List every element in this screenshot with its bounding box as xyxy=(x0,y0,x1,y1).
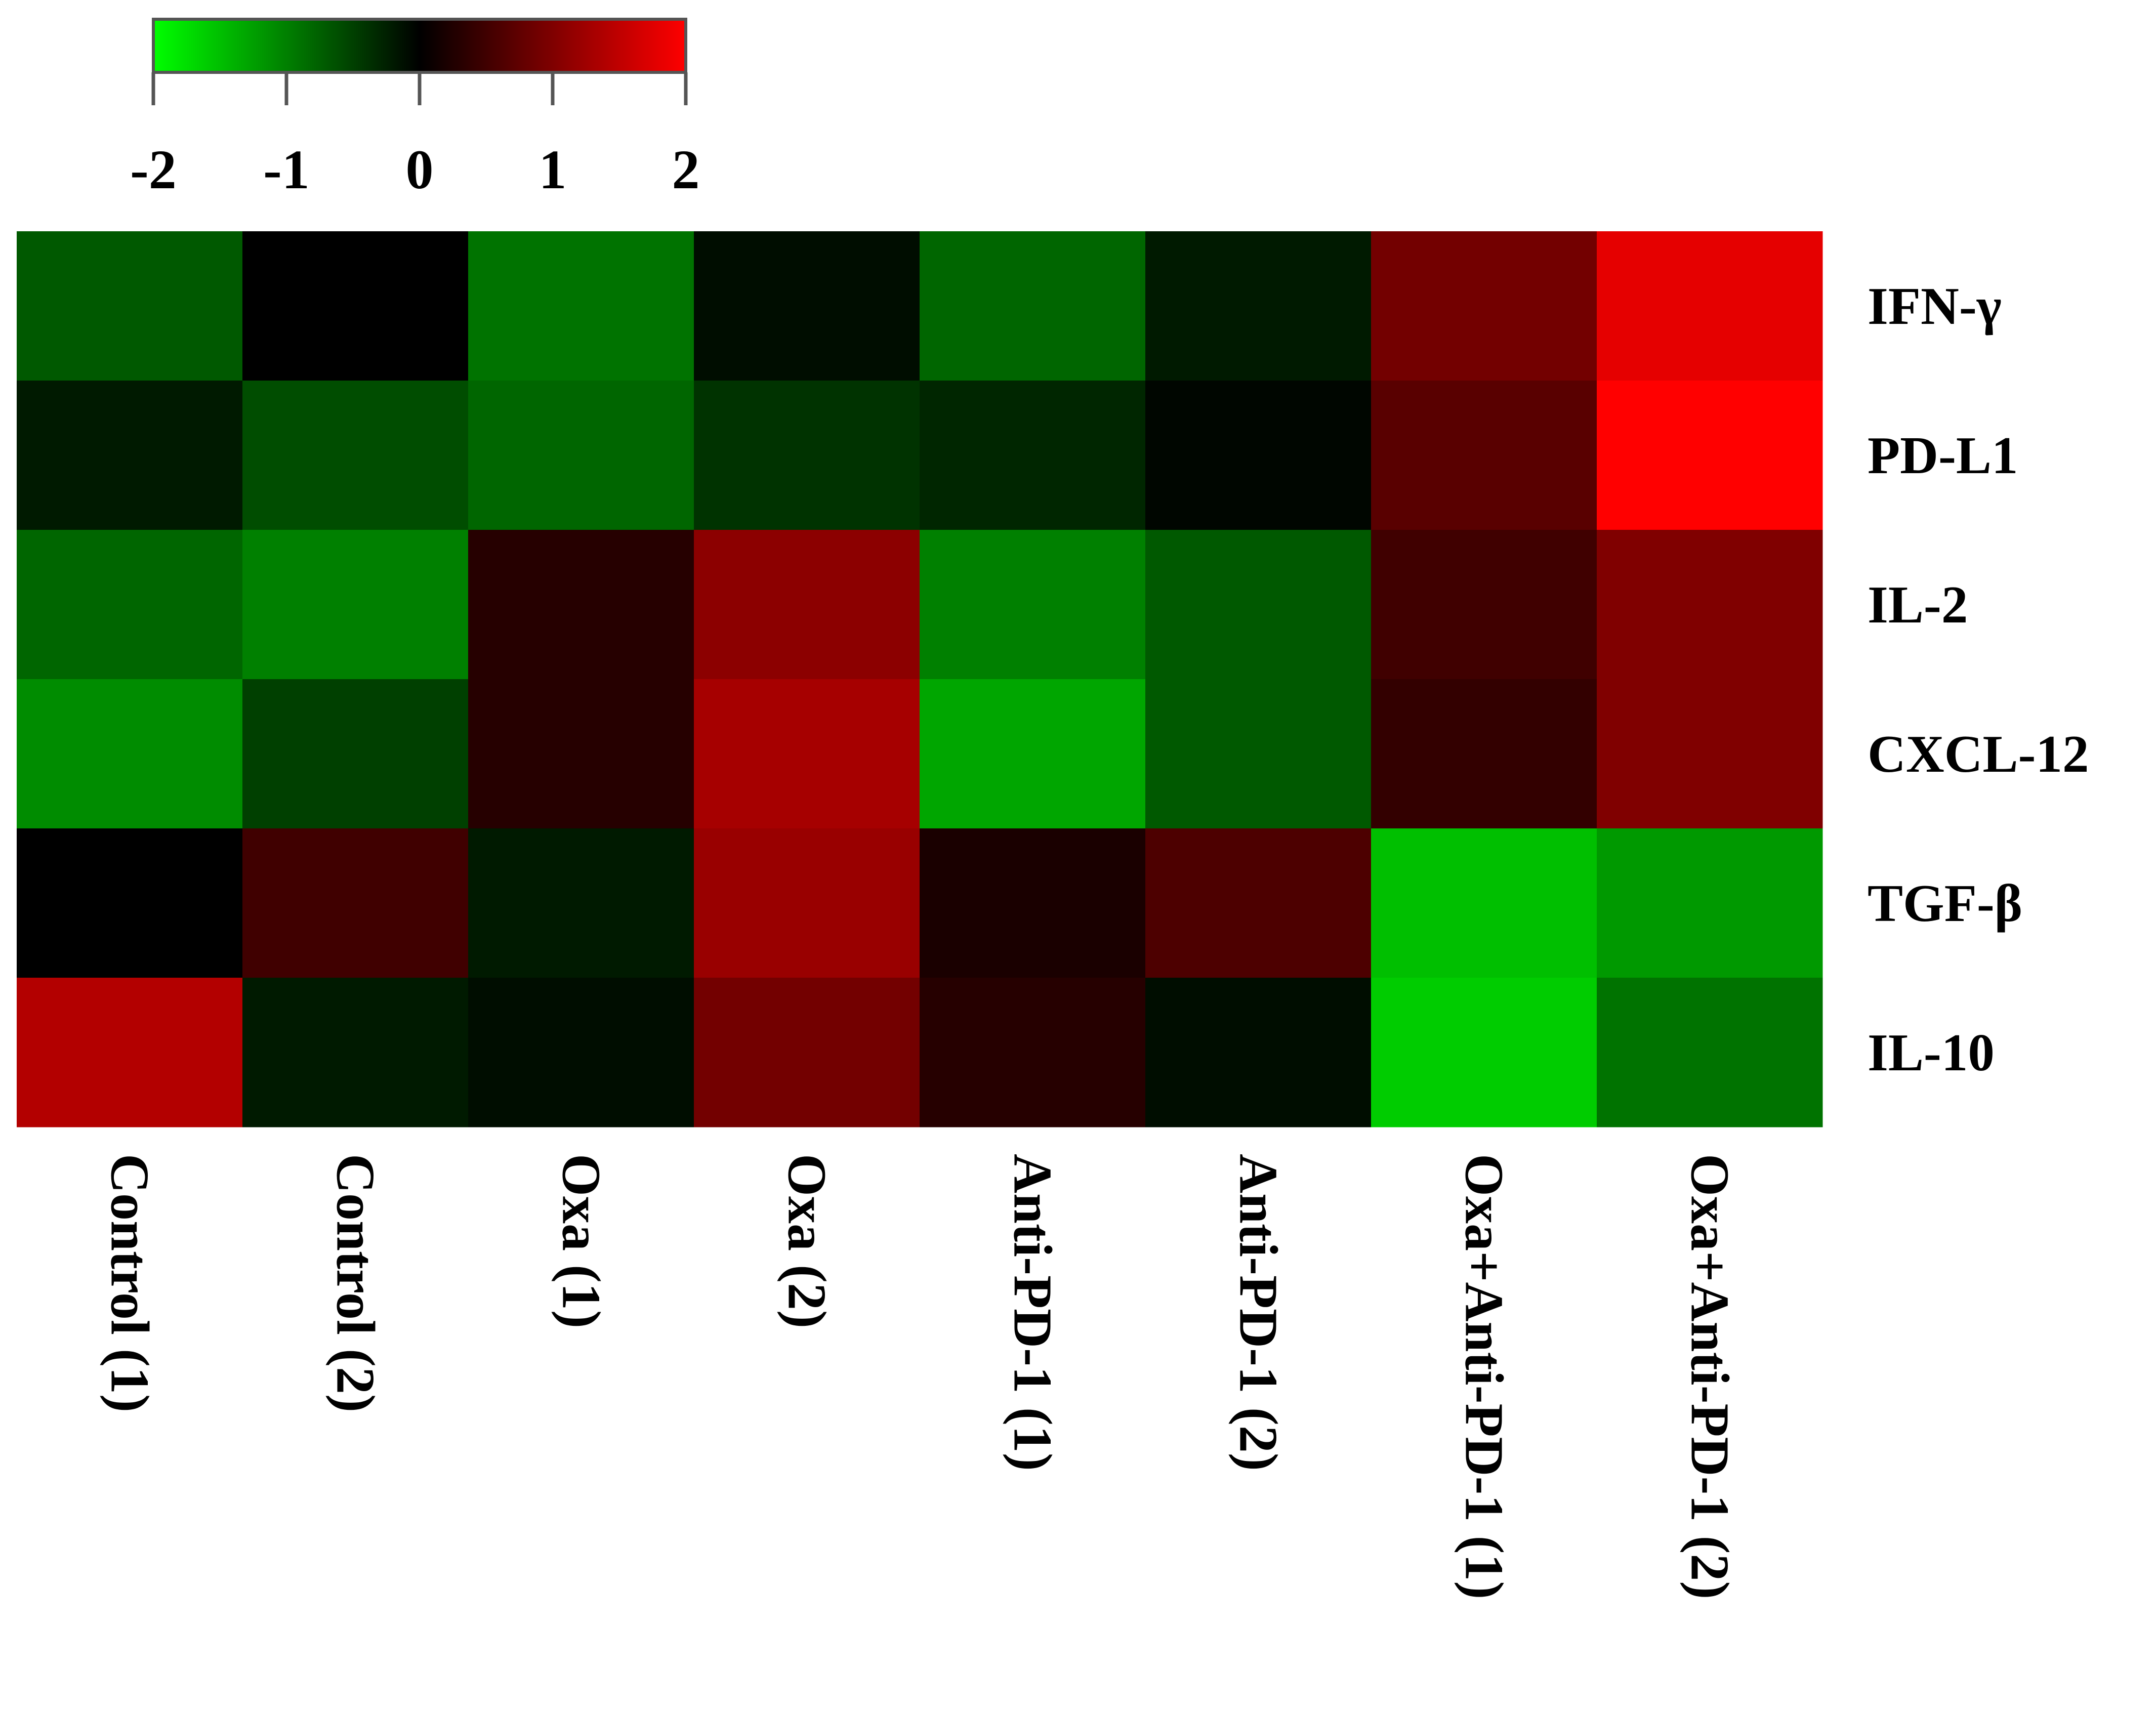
heatmap-cell xyxy=(920,231,1146,381)
row-label: IL-10 xyxy=(1868,1023,1995,1082)
column-labels: Control (1) Control (2) Oxa (1) Oxa (2) Anti… xyxy=(100,1154,1740,1599)
row-labels: IFN-γ PD-L1 IL-2 CXCL-12 TGF-β IL-10 xyxy=(1868,276,2089,1082)
heatmap-cell xyxy=(468,530,694,680)
heatmap-cell xyxy=(1597,530,1823,680)
heatmap-cell xyxy=(1371,679,1597,829)
heatmap-cell xyxy=(1597,679,1823,829)
heatmap-cells xyxy=(17,231,1823,1127)
heatmap-cell xyxy=(1145,231,1372,381)
color-scale-tick-label: 0 xyxy=(406,139,434,200)
heatmap-cell xyxy=(1145,679,1372,829)
heatmap-cell xyxy=(17,231,243,381)
heatmap-cell xyxy=(17,828,243,978)
row-label: IL-2 xyxy=(1868,575,1968,634)
heatmap-cell xyxy=(468,231,694,381)
heatmap-cell xyxy=(694,231,920,381)
column-label: Oxa (1) xyxy=(551,1154,611,1328)
column-label: Oxa+Anti-PD-1 (2) xyxy=(1680,1154,1740,1599)
column-label: Anti-PD-1 (2) xyxy=(1228,1154,1289,1471)
heatmap-cell xyxy=(694,828,920,978)
heatmap-cell xyxy=(1145,530,1372,680)
heatmap-cell xyxy=(1145,978,1372,1127)
heatmap-cell xyxy=(694,978,920,1127)
heatmap-cell xyxy=(920,381,1146,530)
heatmap-cell xyxy=(1371,978,1597,1127)
column-label: Anti-PD-1 (1) xyxy=(1003,1154,1063,1471)
heatmap-cell xyxy=(1145,381,1372,530)
heatmap-cell xyxy=(17,679,243,829)
row-label: TGF-β xyxy=(1868,873,2022,933)
heatmap-cell xyxy=(17,978,243,1127)
heatmap-cell xyxy=(1145,828,1372,978)
color-scale-legend: -2 -1 0 1 2 xyxy=(130,18,700,200)
heatmap-cell xyxy=(1371,231,1597,381)
heatmap-cell xyxy=(694,530,920,680)
heatmap-cell xyxy=(1371,530,1597,680)
color-scale-tick-label: -2 xyxy=(130,139,177,200)
heatmap-cell xyxy=(242,978,469,1127)
heatmap-cell xyxy=(242,679,469,829)
color-scale-tick-label: -1 xyxy=(263,139,310,200)
color-scale-tick-label: 1 xyxy=(539,139,567,200)
heatmap-cell xyxy=(468,828,694,978)
column-label: Control (2) xyxy=(325,1154,386,1412)
heatmap-cell xyxy=(468,381,694,530)
row-label: PD-L1 xyxy=(1868,426,2018,485)
heatmap-cell xyxy=(1597,381,1823,530)
heatmap-cell xyxy=(1597,231,1823,381)
row-label: IFN-γ xyxy=(1868,276,2002,336)
heatmap-cell xyxy=(920,828,1146,978)
heatmap-cell xyxy=(694,679,920,829)
color-scale-tick-label: 2 xyxy=(672,139,700,200)
heatmap-cell xyxy=(242,828,469,978)
heatmap-cell xyxy=(17,381,243,530)
heatmap-cell xyxy=(242,381,469,530)
color-scale-bar xyxy=(152,18,687,74)
column-label: Oxa (2) xyxy=(777,1154,837,1328)
heatmap-cell xyxy=(468,978,694,1127)
heatmap-cell xyxy=(920,978,1146,1127)
heatmap-cell xyxy=(242,231,469,381)
heatmap-cell xyxy=(1371,381,1597,530)
heatmap-cell xyxy=(920,530,1146,680)
heatmap-cell xyxy=(920,679,1146,829)
column-label: Oxa+Anti-PD-1 (1) xyxy=(1454,1154,1514,1599)
heatmap-cell xyxy=(1371,828,1597,978)
row-label: CXCL-12 xyxy=(1868,724,2089,783)
column-label: Control (1) xyxy=(100,1154,160,1412)
heatmap-cell xyxy=(1597,978,1823,1127)
heatmap-cell xyxy=(242,530,469,680)
heatmap-cell xyxy=(1597,828,1823,978)
heatmap-cell xyxy=(17,530,243,680)
heatmap-cell xyxy=(694,381,920,530)
heatmap-cell xyxy=(468,679,694,829)
